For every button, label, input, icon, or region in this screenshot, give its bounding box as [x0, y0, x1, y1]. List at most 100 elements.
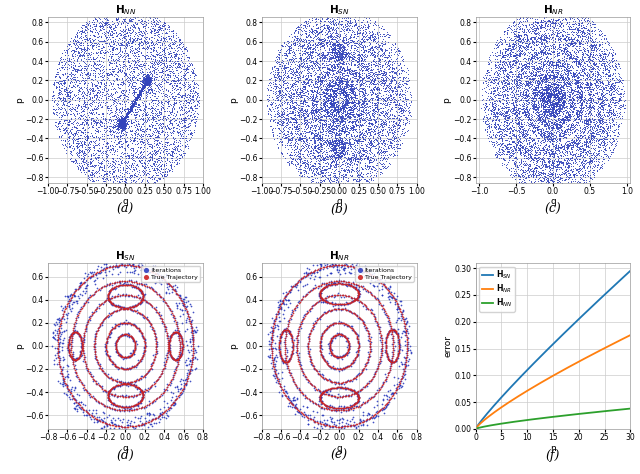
Point: [552, 161, 562, 168]
Point: [568, 158, 579, 166]
Point: [330, 87, 340, 94]
Point: [563, 166, 573, 174]
Point: [142, 75, 152, 82]
Point: [321, 108, 332, 116]
Point: [279, 73, 289, 81]
Point: [358, 100, 369, 107]
True Trajectory: [121, 354, 131, 361]
Point: [66, 128, 76, 136]
Point: [584, 120, 594, 128]
Point: [288, 155, 298, 162]
Point: [541, 72, 551, 80]
Point: [143, 76, 154, 84]
Point: [107, 155, 117, 162]
Iterations: [166, 353, 176, 360]
Point: [86, 109, 96, 117]
Point: [573, 95, 584, 103]
Point: [538, 86, 548, 93]
Point: [92, 57, 102, 65]
Point: [116, 113, 126, 121]
Point: [493, 122, 503, 129]
Point: [508, 127, 518, 134]
Point: [570, 70, 580, 77]
Point: [573, 134, 583, 141]
Point: [124, 86, 134, 93]
Point: [529, 164, 540, 171]
Point: [84, 92, 94, 100]
Point: [119, 123, 129, 130]
True Trajectory: [135, 294, 145, 302]
Point: [331, 149, 341, 156]
Point: [315, 136, 325, 143]
True Trajectory: [275, 304, 285, 311]
Point: [123, 141, 133, 148]
Point: [349, 99, 360, 106]
Point: [572, 93, 582, 101]
Point: [359, 64, 369, 72]
Point: [271, 93, 282, 101]
True Trajectory: [380, 377, 390, 384]
Point: [395, 103, 405, 111]
Point: [565, 48, 575, 55]
Point: [141, 75, 152, 83]
Point: [172, 57, 182, 65]
Iterations: [132, 401, 142, 409]
Point: [344, 90, 355, 97]
True Trajectory: [92, 328, 102, 335]
Point: [136, 86, 147, 94]
Point: [541, 71, 551, 78]
Point: [594, 42, 604, 50]
True Trajectory: [294, 360, 305, 368]
Iterations: [140, 374, 150, 381]
Point: [563, 141, 573, 148]
Point: [120, 138, 130, 146]
Point: [365, 130, 375, 138]
Iterations: [393, 302, 403, 310]
Point: [138, 44, 148, 52]
Point: [370, 52, 380, 59]
Point: [394, 99, 404, 107]
Point: [324, 99, 335, 106]
Point: [174, 136, 184, 144]
Iterations: [343, 281, 353, 288]
Point: [120, 114, 131, 121]
Point: [364, 102, 374, 109]
Iterations: [54, 342, 64, 350]
Point: [543, 157, 553, 164]
Point: [385, 72, 395, 80]
Point: [125, 11, 136, 19]
Point: [500, 65, 510, 73]
Point: [382, 106, 392, 114]
Point: [509, 85, 519, 93]
Point: [588, 159, 598, 166]
Point: [289, 34, 300, 41]
True Trajectory: [106, 310, 116, 317]
Point: [328, 171, 339, 179]
True Trajectory: [54, 358, 64, 366]
Point: [317, 42, 327, 50]
Point: [558, 153, 568, 160]
Point: [506, 127, 516, 134]
Point: [527, 121, 538, 128]
Point: [572, 98, 582, 105]
Point: [348, 54, 358, 62]
Point: [142, 125, 152, 133]
Point: [117, 134, 127, 142]
Point: [568, 20, 578, 28]
Point: [551, 73, 561, 81]
Point: [614, 114, 625, 121]
Point: [588, 64, 598, 72]
Point: [553, 95, 563, 103]
Point: [316, 146, 326, 153]
Point: [347, 105, 357, 112]
Point: [361, 25, 371, 33]
Point: [96, 78, 106, 86]
Point: [387, 129, 397, 137]
Point: [160, 41, 170, 49]
Point: [604, 78, 614, 86]
Point: [586, 136, 596, 143]
Point: [535, 107, 545, 115]
True Trajectory: [111, 262, 122, 270]
True Trajectory: [124, 261, 134, 269]
Point: [545, 109, 556, 117]
